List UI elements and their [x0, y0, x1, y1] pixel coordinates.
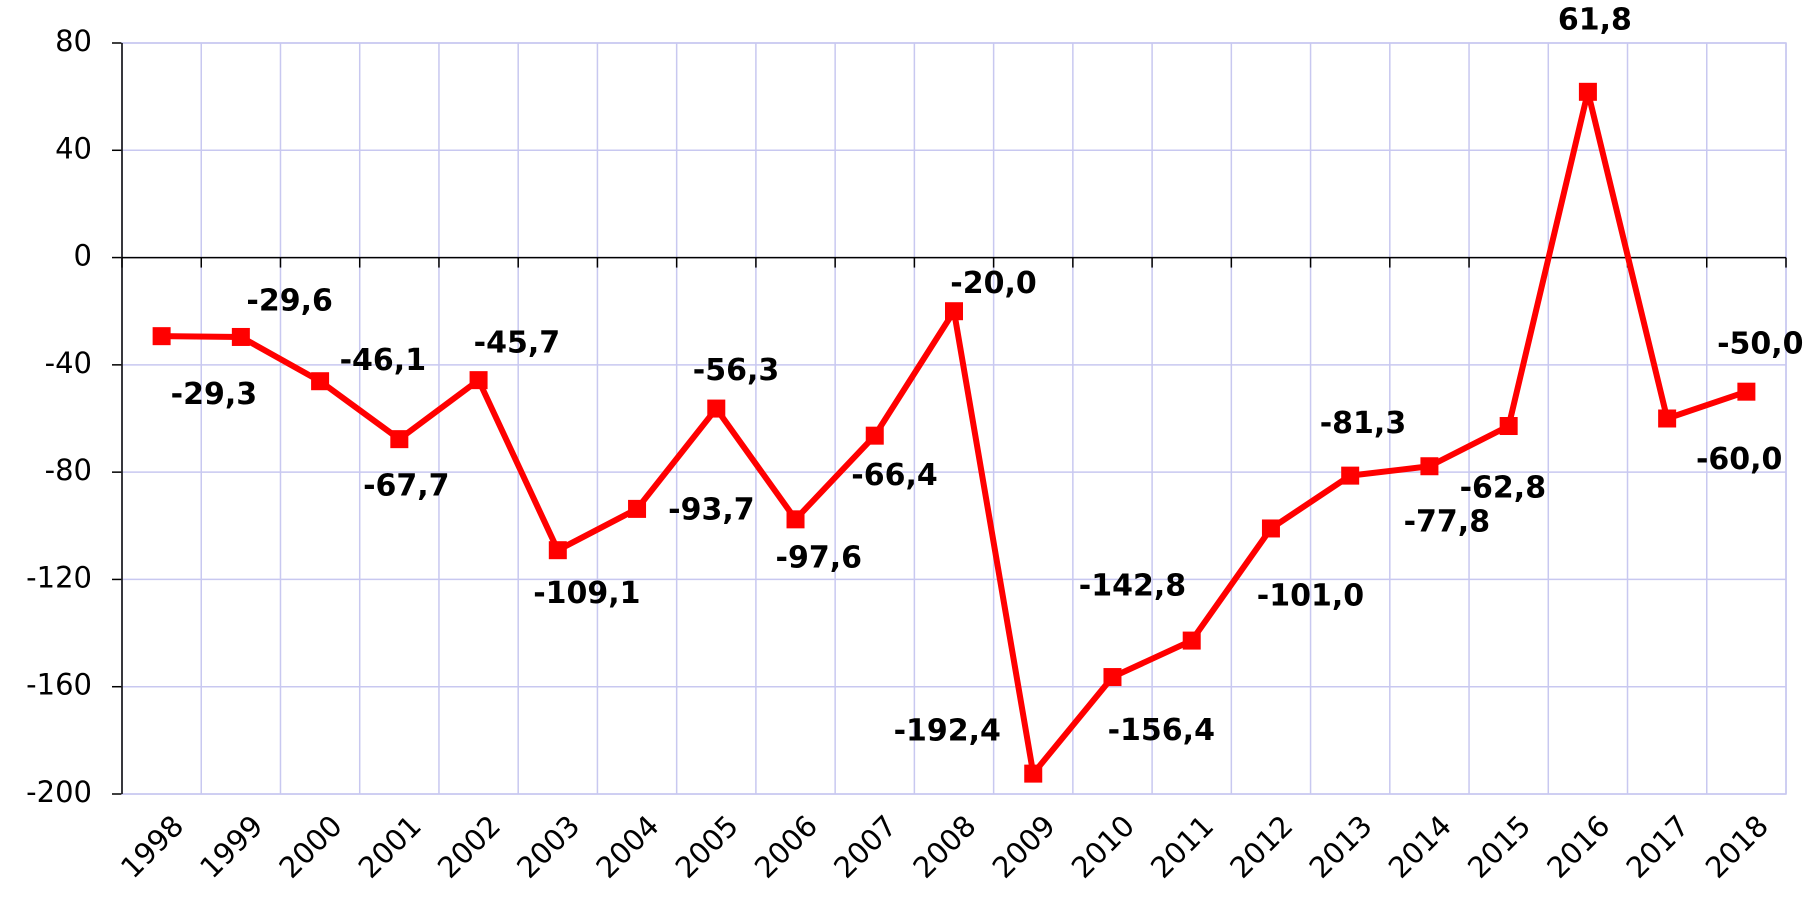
x-tick-label: 2008 — [906, 809, 982, 885]
x-tick-label: 2007 — [827, 809, 903, 885]
data-label: -67,7 — [363, 468, 449, 503]
x-tick-label: 2001 — [352, 809, 428, 885]
x-tick-label: 2006 — [748, 809, 824, 885]
data-label: -192,4 — [894, 713, 1001, 748]
data-label: -29,6 — [246, 284, 332, 319]
marker — [1658, 409, 1677, 428]
data-label: -142,8 — [1079, 569, 1186, 604]
marker — [548, 541, 567, 560]
y-tick-label: -40 — [45, 346, 92, 380]
marker — [707, 399, 726, 418]
marker — [1024, 764, 1043, 783]
data-label: -77,8 — [1404, 505, 1490, 540]
y-tick-label: 80 — [55, 24, 92, 58]
marker — [865, 426, 884, 445]
x-tick-label: 2012 — [1223, 809, 1299, 885]
data-label: -60,0 — [1696, 442, 1782, 477]
x-tick-label: 2002 — [431, 809, 507, 885]
data-label: -66,4 — [851, 458, 937, 493]
y-tick-label: -80 — [45, 453, 92, 487]
data-label: -29,3 — [171, 377, 257, 412]
data-label: -109,1 — [533, 576, 640, 611]
data-label: -97,6 — [776, 540, 862, 575]
x-tick-label: 2015 — [1461, 809, 1537, 885]
marker — [469, 371, 488, 390]
marker — [231, 327, 250, 346]
x-tick-label: 2005 — [669, 809, 745, 885]
data-label: -62,8 — [1460, 470, 1546, 505]
x-tick-label: 1999 — [193, 809, 269, 885]
x-tick-label: 2004 — [589, 809, 665, 885]
marker — [1420, 457, 1439, 476]
marker — [628, 499, 647, 518]
marker — [1261, 519, 1280, 538]
marker — [1182, 631, 1201, 650]
marker — [1499, 417, 1518, 436]
data-label: -50,0 — [1717, 327, 1803, 362]
data-label: -45,7 — [474, 326, 560, 361]
marker — [152, 327, 171, 346]
marker — [786, 510, 805, 529]
marker — [945, 302, 963, 321]
x-tick-label: 2013 — [1303, 809, 1379, 885]
x-tick-label: 2003 — [510, 809, 586, 885]
y-tick-label: -160 — [26, 668, 92, 702]
x-tick-label: 2016 — [1540, 809, 1616, 885]
x-tick-label: 2018 — [1699, 809, 1775, 885]
y-tick-label: -120 — [26, 560, 92, 594]
x-tick-label: 2010 — [1065, 809, 1141, 885]
marker — [390, 430, 409, 449]
x-tick-label: 2014 — [1382, 809, 1458, 885]
data-label: 61,8 — [1558, 2, 1632, 37]
marker — [1103, 668, 1122, 687]
marker — [311, 372, 330, 391]
y-tick-label: -200 — [26, 775, 92, 809]
data-label: -56,3 — [693, 353, 779, 388]
y-tick-label: 0 — [74, 239, 92, 273]
y-tick-label: 40 — [55, 131, 92, 165]
x-tick-label: 2000 — [272, 809, 348, 885]
data-label: -20,0 — [950, 266, 1036, 301]
data-label: -81,3 — [1320, 406, 1406, 441]
x-tick-label: 2017 — [1620, 809, 1696, 885]
x-tick-label: 2011 — [1144, 809, 1220, 885]
data-label: -93,7 — [668, 493, 754, 528]
x-tick-label: 2009 — [986, 809, 1062, 885]
marker — [1341, 466, 1360, 485]
marker — [1578, 82, 1597, 101]
data-label: -156,4 — [1108, 713, 1215, 748]
data-label: -101,0 — [1257, 579, 1364, 614]
marker — [1737, 382, 1756, 401]
data-label: -46,1 — [340, 343, 426, 378]
x-tick-label: 1998 — [114, 809, 190, 885]
